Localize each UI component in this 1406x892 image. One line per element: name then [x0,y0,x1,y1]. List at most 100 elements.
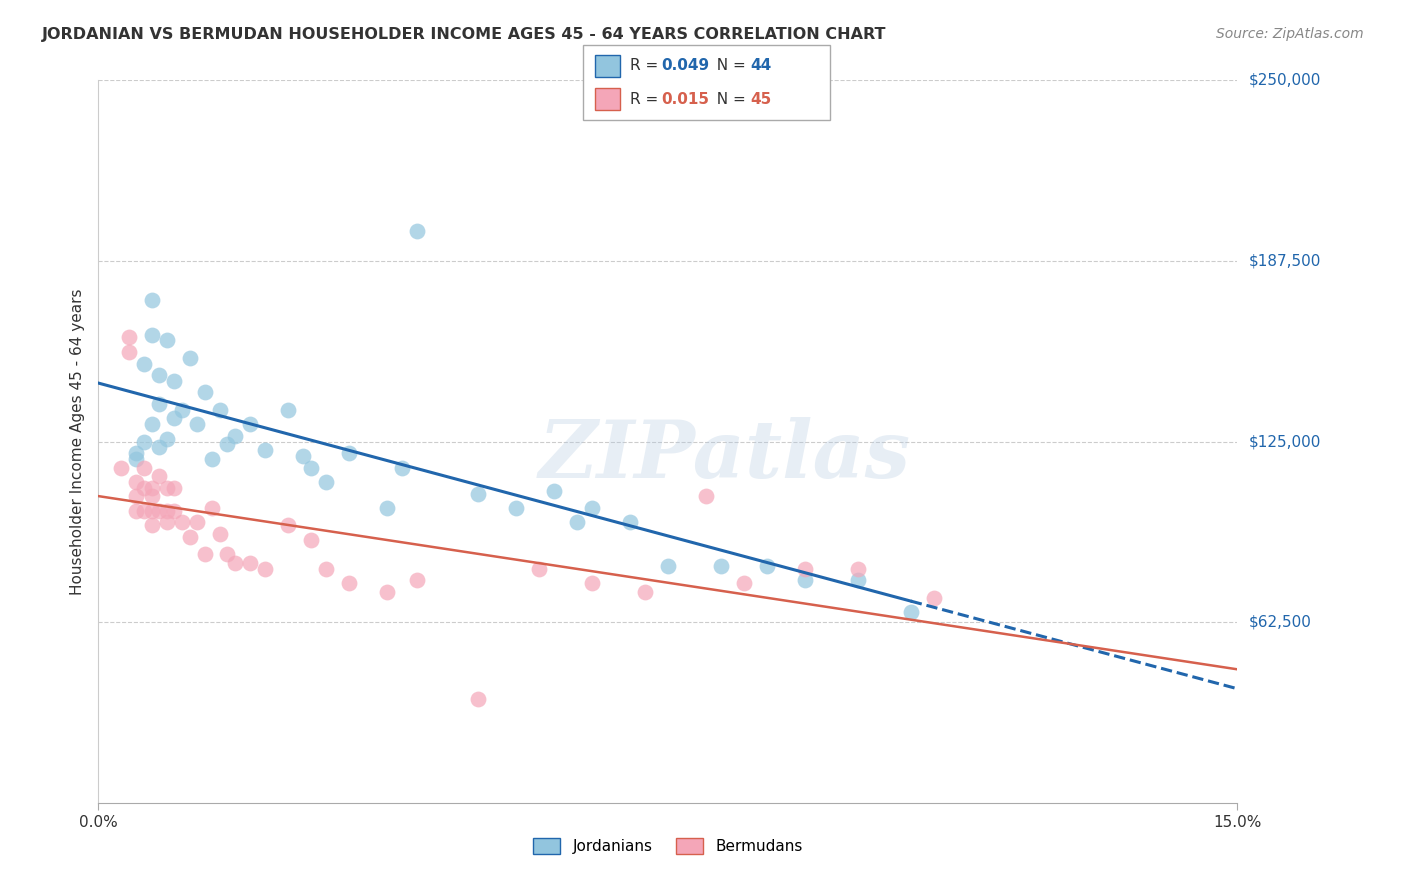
Point [239,417,262,432]
Point [467,691,489,706]
Point [125,504,148,518]
Point [900,605,922,619]
Point [141,518,163,533]
Point [337,446,360,460]
Point [619,516,641,530]
Point [657,558,679,573]
Point [125,475,148,489]
Point [118,330,141,344]
Text: JORDANIAN VS BERMUDAN HOUSEHOLDER INCOME AGES 45 - 64 YEARS CORRELATION CHART: JORDANIAN VS BERMUDAN HOUSEHOLDER INCOME… [42,27,887,42]
Text: N =: N = [707,92,751,107]
Text: $125,000: $125,000 [1249,434,1320,449]
Text: N =: N = [707,58,751,73]
Text: $187,500: $187,500 [1249,253,1320,268]
Point [163,411,186,425]
Point [793,562,815,576]
Point [710,558,733,573]
Point [565,516,588,530]
Point [132,357,155,371]
Point [695,490,717,504]
Point [132,460,155,475]
Point [141,327,163,342]
Point [254,562,277,576]
Point [141,504,163,518]
Point [922,591,945,605]
Point [148,440,170,454]
Point [846,562,869,576]
Point [163,504,186,518]
Point [505,501,527,516]
Point [299,533,322,547]
Point [733,576,755,591]
Point [186,417,208,432]
Point [846,574,869,588]
Point [156,481,179,495]
Point [125,490,148,504]
Point [148,397,170,411]
Point [581,576,603,591]
Point [527,562,550,576]
Point [194,547,217,561]
Point [141,293,163,307]
Point [132,481,155,495]
Text: 44: 44 [751,58,772,73]
Text: R =: R = [630,92,664,107]
Point [391,460,413,475]
Text: $62,500: $62,500 [1249,615,1312,630]
Point [201,501,224,516]
Text: 45: 45 [751,92,772,107]
Point [141,417,163,432]
Point [277,518,299,533]
Point [217,547,239,561]
Point [141,481,163,495]
Point [375,501,398,516]
Point [170,402,193,417]
Point [132,504,155,518]
Point [208,527,231,541]
Point [239,556,262,570]
Point [148,469,170,483]
Text: $250,000: $250,000 [1249,73,1320,87]
Text: 0.015: 0.015 [661,92,709,107]
Point [186,516,208,530]
Point [132,434,155,449]
Point [277,402,299,417]
Point [179,351,201,365]
Point [125,446,148,460]
Point [793,574,815,588]
Point [299,460,322,475]
Point [194,385,217,400]
Point [581,501,603,516]
Point [337,576,360,591]
Point [141,490,163,504]
Text: Source: ZipAtlas.com: Source: ZipAtlas.com [1216,27,1364,41]
Point [406,574,429,588]
Point [110,460,132,475]
Point [254,443,277,458]
Text: R =: R = [630,58,664,73]
Point [375,584,398,599]
Point [224,556,246,570]
Point [755,558,778,573]
Point [148,504,170,518]
Point [634,584,657,599]
Point [217,437,239,451]
Point [163,374,186,388]
Point [208,402,231,417]
Text: 0.049: 0.049 [661,58,709,73]
Point [467,486,489,500]
Y-axis label: Householder Income Ages 45 - 64 years: Householder Income Ages 45 - 64 years [69,288,84,595]
Point [179,530,201,544]
Point [148,368,170,382]
Point [406,223,429,237]
Point [292,449,315,463]
Point [170,516,193,530]
Point [224,429,246,443]
Point [163,481,186,495]
Point [201,451,224,466]
Point [118,345,141,359]
Point [315,475,337,489]
Point [156,432,179,446]
Point [156,516,179,530]
Point [156,504,179,518]
